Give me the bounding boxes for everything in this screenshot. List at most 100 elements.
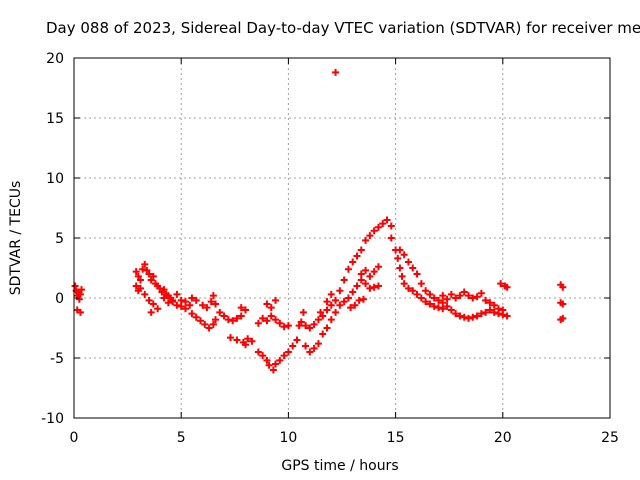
data-point [154, 305, 162, 313]
data-point [272, 296, 280, 304]
data-point [355, 296, 363, 304]
data-point [280, 352, 288, 360]
data-point [323, 298, 331, 306]
data-point [263, 300, 271, 308]
data-point [181, 298, 189, 306]
x-tick-label: 20 [494, 430, 512, 446]
data-point [276, 319, 284, 327]
data-point [383, 216, 391, 224]
data-point [248, 337, 256, 345]
data-point [323, 324, 331, 332]
data-point [188, 294, 196, 302]
data-point [374, 282, 382, 290]
data-point [76, 308, 84, 316]
y-tick-label: 10 [46, 171, 64, 187]
data-point [265, 361, 273, 369]
data-point [220, 312, 228, 320]
data-point [319, 330, 327, 338]
data-point [149, 300, 157, 308]
data-point [280, 323, 288, 331]
data-point [400, 251, 408, 259]
data-point [362, 280, 370, 288]
data-point [347, 304, 355, 312]
data-point [327, 301, 335, 309]
data-point [188, 310, 196, 318]
data-point [503, 283, 511, 291]
data-point [443, 295, 451, 303]
data-point [147, 276, 155, 284]
data-point [173, 301, 181, 309]
data-point [370, 227, 378, 235]
data-point [263, 356, 271, 364]
data-point [426, 300, 434, 308]
data-point [299, 308, 307, 316]
data-point [349, 258, 357, 266]
data-point [254, 319, 262, 327]
data-point [370, 268, 378, 276]
data-point [447, 306, 455, 314]
data-point [477, 289, 485, 297]
data-point [289, 342, 297, 350]
y-tick-label: -10 [41, 411, 64, 427]
data-point [379, 220, 387, 228]
data-point [169, 298, 177, 306]
data-point [486, 299, 494, 307]
data-point [132, 268, 140, 276]
data-point [366, 284, 374, 292]
data-point [244, 335, 252, 343]
data-point [497, 280, 505, 288]
data-point [464, 314, 472, 322]
grid-lines [74, 58, 610, 418]
data-point [186, 301, 194, 309]
x-tick-label: 10 [279, 430, 297, 446]
data-point [456, 292, 464, 300]
y-tick-label: 0 [55, 291, 64, 307]
data-point [374, 223, 382, 231]
data-point [413, 270, 421, 278]
data-point [160, 294, 168, 302]
data-point [227, 334, 235, 342]
data-point [387, 234, 395, 242]
data-point [460, 288, 468, 296]
y-tick-label: 20 [46, 51, 64, 67]
data-point [409, 264, 417, 272]
data-point [340, 276, 348, 284]
data-point [336, 301, 344, 309]
chart-title: Day 088 of 2023, Sidereal Day-to-day VTE… [46, 19, 640, 37]
y-tick-label: 15 [46, 111, 64, 127]
data-point [177, 296, 185, 304]
data-point [259, 352, 267, 360]
x-tick-label: 25 [601, 430, 619, 446]
data-point [317, 308, 325, 316]
data-point [404, 258, 412, 266]
data-point [149, 272, 157, 280]
data-point [482, 308, 490, 316]
data-point [396, 246, 404, 254]
data-point [469, 313, 477, 321]
data-point [76, 290, 84, 298]
data-point [284, 348, 292, 356]
data-point [452, 310, 460, 318]
data-point [495, 305, 503, 313]
data-point [430, 294, 438, 302]
x-tick-label: 5 [177, 430, 186, 446]
data-point [362, 236, 370, 244]
data-point [443, 302, 451, 310]
x-tick-label: 15 [387, 430, 405, 446]
data-point [499, 306, 507, 314]
data-point [357, 270, 365, 278]
data-point [417, 294, 425, 302]
data-point [314, 340, 322, 348]
data-point [267, 304, 275, 312]
data-point [323, 306, 331, 314]
data-point [394, 254, 402, 262]
data-point [216, 308, 224, 316]
data-point [306, 324, 314, 332]
data-point [340, 298, 348, 306]
y-axis-label: SDTVAR / TECUs [8, 181, 24, 296]
data-point [164, 299, 172, 307]
data-point [276, 356, 284, 364]
data-point [490, 301, 498, 309]
data-point [366, 232, 374, 240]
data-point [503, 312, 511, 320]
